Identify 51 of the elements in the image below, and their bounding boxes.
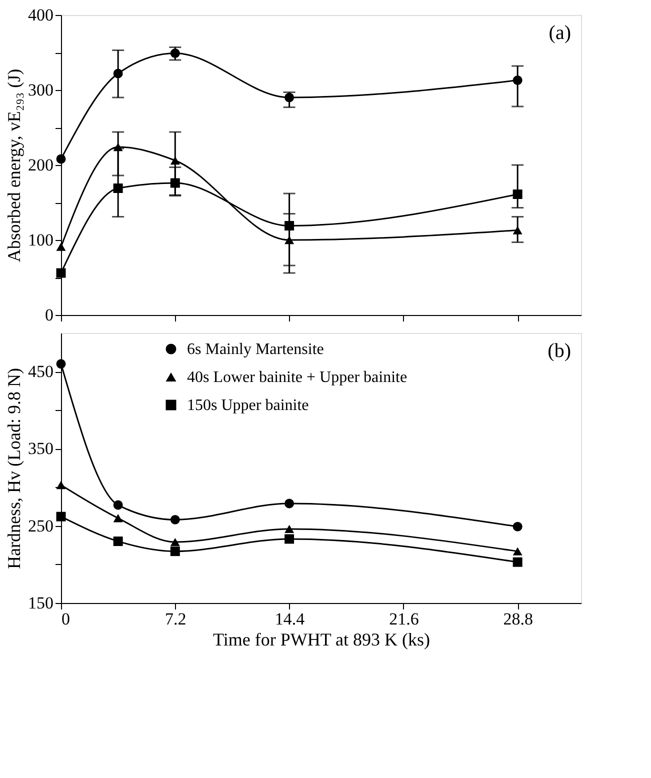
y-tick-label: 350 <box>28 439 54 458</box>
legend-label: 40s Lower bainite + Upper bainite <box>187 369 408 386</box>
legend-label: 6s Mainly Martensite <box>187 341 324 358</box>
point <box>284 221 294 230</box>
point <box>56 512 66 522</box>
x-tick-label: 7.2 <box>165 610 186 628</box>
point <box>170 178 180 188</box>
point <box>56 268 66 278</box>
y-tick-label: 100 <box>28 230 54 250</box>
point <box>170 156 180 165</box>
point <box>113 142 123 152</box>
x-tick-label: 28.8 <box>503 610 533 628</box>
x-tick-label: 0 <box>62 610 70 628</box>
point <box>512 76 522 85</box>
point <box>113 536 123 546</box>
y-tick-label: 200 <box>28 156 54 174</box>
legend-label: 150s Upper bainite <box>187 397 309 414</box>
x-tick-label: 14.4 <box>274 610 306 628</box>
point <box>113 514 123 522</box>
point <box>284 524 294 534</box>
x-axis-title: Time for PWHT at 893 K (ks) <box>213 630 430 650</box>
point <box>512 226 522 234</box>
point <box>284 236 294 244</box>
y-tick-label: 450 <box>28 362 54 382</box>
point <box>56 154 66 164</box>
y-tick-label: 300 <box>28 80 54 100</box>
point <box>512 547 522 556</box>
point <box>170 514 180 524</box>
point <box>170 538 180 546</box>
point <box>56 359 66 369</box>
y-tick-label: 250 <box>28 516 54 536</box>
point <box>284 92 294 102</box>
y-tick-label: 400 <box>28 6 54 24</box>
point <box>512 557 522 567</box>
point <box>113 68 123 78</box>
point <box>284 534 294 544</box>
point <box>56 242 66 251</box>
annotation: (a) <box>548 22 571 44</box>
point <box>170 48 180 58</box>
annotation: (b) <box>548 340 571 362</box>
y-axis-title: Hardness, Hv (Load: 9.8 N) <box>4 368 24 569</box>
point <box>284 498 294 508</box>
x-tick-label: 21.6 <box>389 610 419 628</box>
point <box>113 500 123 510</box>
point <box>170 546 180 556</box>
point <box>512 190 522 199</box>
point <box>113 184 123 193</box>
y-tick-label: 0 <box>45 306 54 324</box>
point <box>512 522 522 532</box>
y-axis-title: Absorbed energy, vE₂₉₃ (J) <box>4 68 24 262</box>
y-tick-label: 150 <box>28 594 54 612</box>
